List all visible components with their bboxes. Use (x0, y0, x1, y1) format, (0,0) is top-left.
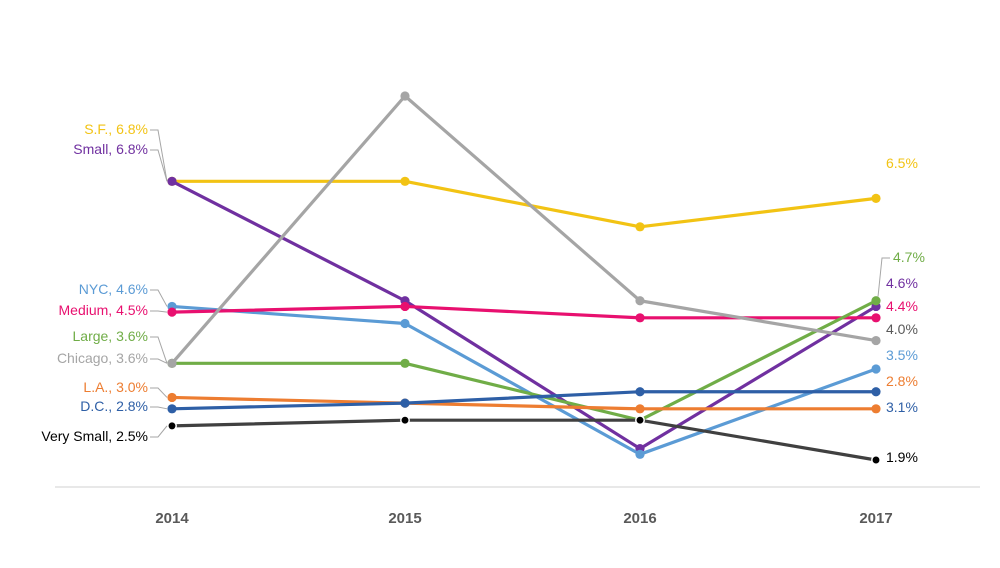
x-axis-ticks: 2014 2015 2016 2017 (155, 510, 892, 527)
point-s-f-2016 (635, 222, 645, 232)
series-line-medium (170, 304, 878, 320)
point-very-small-2015 (400, 415, 410, 426)
start-label-d-c: D.C., 2.8% (80, 398, 148, 414)
point-medium-2016 (635, 313, 645, 323)
end-label-medium: 4.4% (886, 298, 918, 314)
series-line-chicago (170, 94, 878, 365)
point-d-c-2017 (871, 387, 881, 397)
label-layer: S.F., 6.8% 6.5% Small, 6.8% 4.6% NYC, 4.6% 3.… (41, 121, 925, 465)
series-nyc (167, 301, 881, 459)
series-line-small (170, 179, 878, 451)
point-nyc-2015 (400, 318, 410, 329)
point-small-2014 (167, 176, 177, 186)
series-line-d-c (170, 390, 878, 411)
start-label-chicago: Chicago, 3.6% (57, 350, 148, 366)
series-d-c (167, 387, 881, 414)
point-very-small-2016 (635, 415, 645, 426)
point-very-small-2017 (871, 455, 881, 465)
leader-line-small (150, 149, 168, 182)
series-medium (167, 301, 881, 323)
series-s-f (167, 176, 881, 232)
end-label-very-small: 1.9% (886, 449, 918, 465)
end-label-large: 4.7% (893, 249, 925, 265)
leader-line-nyc (150, 289, 168, 307)
point-l-a-2016 (635, 404, 645, 414)
x-tick-label-2016: 2016 (623, 510, 656, 527)
leader-line-chicago (150, 358, 168, 364)
series-line-very-small (170, 418, 878, 462)
start-label-l-a: L.A., 3.0% (83, 379, 148, 395)
end-label-l-a: 2.8% (886, 373, 918, 389)
start-label-very-small: Very Small, 2.5% (41, 428, 148, 444)
point-large-2017 (871, 296, 881, 306)
series-very-small (167, 415, 881, 465)
leader-line-large (150, 336, 168, 364)
leader-line-s-f (150, 129, 168, 182)
point-chicago-2014 (167, 358, 177, 368)
point-chicago-2016 (635, 296, 645, 306)
end-label-s-f: 6.5% (886, 155, 918, 171)
series-line-nyc (170, 304, 878, 456)
leader-line-medium (150, 310, 168, 313)
point-s-f-2015 (400, 176, 410, 186)
point-l-a-2014 (167, 392, 177, 403)
leader-line-d-c (150, 406, 168, 410)
point-very-small-2014 (167, 420, 177, 431)
end-label-d-c: 3.1% (886, 399, 918, 415)
leader-line-l-a (150, 387, 168, 398)
end-label-chicago: 4.0% (886, 321, 918, 337)
start-label-small: Small, 6.8% (73, 141, 148, 157)
point-l-a-2017 (871, 404, 881, 414)
series-line-s-f (170, 179, 878, 229)
leader-line-very-small (150, 425, 168, 438)
start-label-medium: Medium, 4.5% (59, 302, 148, 318)
series-layer (167, 91, 881, 465)
point-large-2015 (400, 358, 410, 368)
point-medium-2014 (167, 307, 177, 317)
x-tick-label-2014: 2014 (155, 510, 189, 527)
start-label-large: Large, 3.6% (73, 328, 149, 344)
point-d-c-2014 (167, 404, 177, 414)
point-medium-2017 (871, 313, 881, 323)
leader-line-end-large (877, 257, 890, 297)
end-label-nyc: 3.5% (886, 347, 918, 363)
series-chicago (167, 91, 881, 368)
point-nyc-2017 (871, 364, 881, 374)
point-medium-2015 (400, 301, 410, 312)
point-nyc-2016 (635, 449, 645, 459)
x-tick-label-2017: 2017 (859, 510, 892, 527)
start-label-s-f: S.F., 6.8% (84, 121, 148, 137)
x-tick-label-2015: 2015 (388, 510, 421, 527)
point-chicago-2017 (871, 335, 881, 346)
end-label-small: 4.6% (886, 275, 918, 291)
point-d-c-2015 (400, 398, 410, 408)
point-d-c-2016 (635, 387, 645, 397)
series-line-l-a (170, 395, 878, 411)
point-s-f-2017 (871, 193, 881, 203)
series-line-large (170, 299, 878, 422)
point-chicago-2015 (400, 91, 410, 101)
start-label-nyc: NYC, 4.6% (79, 281, 148, 297)
